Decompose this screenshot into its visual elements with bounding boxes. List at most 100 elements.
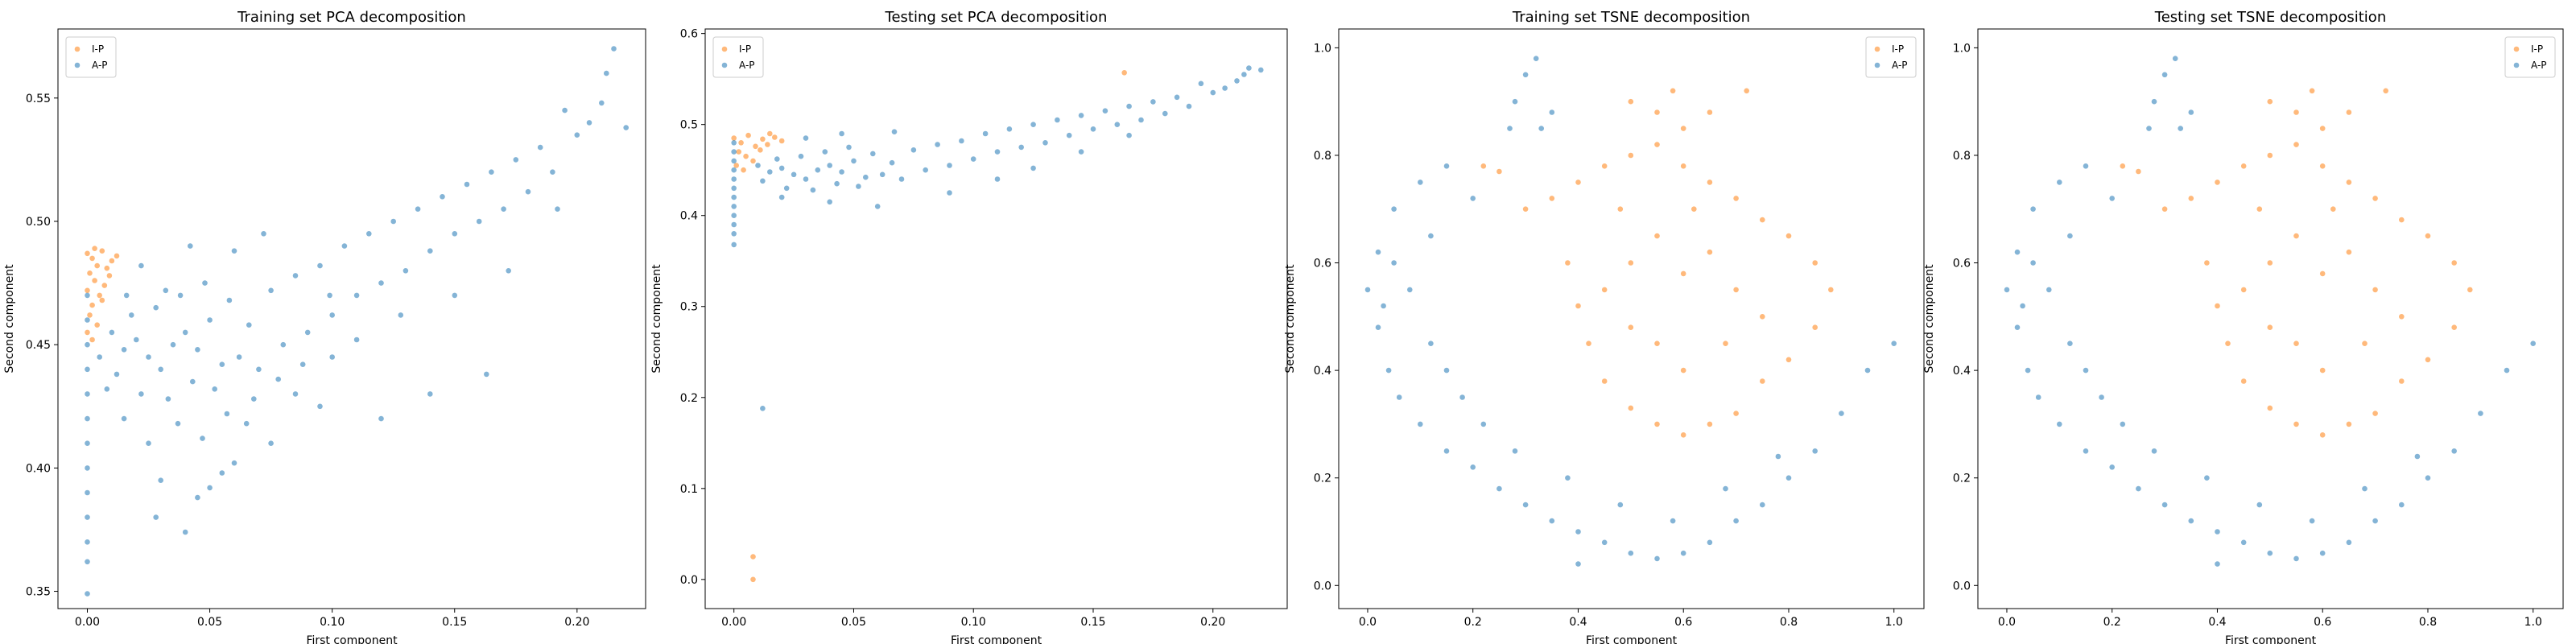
scatter-point-a-p: [1470, 464, 1476, 470]
scatter-point-i-p: [743, 153, 749, 159]
scatter-point-a-p: [2035, 394, 2041, 400]
scatter-point-a-p: [1538, 126, 1544, 131]
scatter-point-a-p: [353, 336, 360, 343]
scatter-point-a-p: [440, 194, 445, 200]
scatter-point-a-p: [1522, 502, 1529, 508]
scatter-point-a-p: [329, 312, 336, 318]
scatter-point-a-p: [1391, 206, 1397, 213]
scatter-point-i-p: [1480, 163, 1487, 169]
scatter-point-a-p: [891, 129, 898, 134]
scatter-point-a-p: [1150, 99, 1156, 105]
legend-label: I-P: [1892, 43, 1904, 55]
scatter-point-a-p: [129, 312, 134, 318]
plot-title: Testing set TSNE decomposition: [2154, 9, 2386, 26]
scatter-point-i-p: [85, 287, 90, 294]
x-tick-label: 0.6: [2314, 616, 2331, 629]
scatter-point-i-p: [2204, 260, 2210, 266]
scatter-point-a-p: [810, 187, 816, 193]
scatter-point-i-p: [750, 158, 756, 164]
y-tick-label: 0.55: [26, 93, 51, 105]
scatter-point-a-p: [243, 420, 250, 427]
scatter-point-i-p: [1680, 270, 1686, 277]
scatter-point-i-p: [89, 255, 95, 262]
scatter-point-a-p: [329, 354, 336, 360]
scatter-point-a-p: [1839, 411, 1844, 416]
x-axis-label: First component: [1586, 634, 1678, 644]
y-tick-label: 0.50: [26, 216, 51, 229]
scatter-point-a-p: [2146, 126, 2152, 131]
scatter-point-a-p: [1891, 341, 1897, 347]
scatter-point-a-p: [402, 268, 409, 274]
scatter-point-a-p: [353, 292, 360, 299]
x-tick-label: 0.10: [961, 616, 986, 629]
scatter-point-a-p: [175, 420, 181, 427]
scatter-point-a-p: [1470, 196, 1476, 201]
y-axis-label: Second component: [3, 264, 16, 374]
y-tick-label: 1.0: [1953, 42, 1971, 55]
subplot-4: Testing set TSNE decomposition 0.0 0.2 0.4 0…: [1923, 9, 2564, 644]
subplot-1: Training set PCA decomposition 0.00 0.05 0.…: [3, 9, 646, 644]
scatter-points: [731, 65, 1264, 583]
scatter-point-i-p: [1828, 287, 1834, 293]
scatter-point-i-p: [85, 329, 90, 336]
scatter-point-a-p: [327, 292, 332, 299]
scatter-point-a-p: [134, 336, 139, 343]
scatter-point-a-p: [1533, 56, 1539, 61]
scatter-point-i-p: [89, 302, 95, 308]
legend: I-P A-P: [65, 36, 117, 78]
scatter-point-a-p: [158, 477, 163, 483]
scatter-point-a-p: [224, 411, 230, 417]
scatter-point-a-p: [97, 354, 102, 360]
scatter-point-i-p: [1601, 287, 1608, 293]
scatter-point-i-p: [1586, 341, 1591, 347]
scatter-point-a-p: [85, 514, 90, 520]
x-tick-label: 0.15: [442, 616, 467, 629]
scatter-point-i-p: [745, 132, 751, 138]
scatter-point-i-p: [2267, 152, 2273, 159]
scatter-point-a-p: [1864, 367, 1871, 374]
scatter-point-a-p: [1654, 555, 1660, 562]
scatter-point-a-p: [1428, 341, 1434, 347]
scatter-point-i-p: [765, 142, 770, 147]
scatter-point-i-p: [1733, 196, 1739, 201]
scatter-point-i-p: [2451, 324, 2457, 331]
x-tick-label: 0.4: [2208, 616, 2226, 629]
scatter-point-a-p: [1522, 72, 1529, 78]
scatter-point-a-p: [317, 403, 323, 410]
subplot-3: Training set TSNE decomposition 0.0 0.2 0.4…: [1284, 9, 1925, 644]
x-tick-label: 0.4: [1569, 616, 1587, 629]
scatter-point-a-p: [731, 242, 737, 248]
scatter-point-a-p: [299, 361, 306, 368]
scatter-point-i-p: [778, 138, 785, 144]
scatter-point-a-p: [1443, 367, 1450, 374]
scatter-point-a-p: [731, 194, 737, 200]
scatter-point-i-p: [2293, 341, 2299, 347]
scatter-point-a-p: [85, 591, 90, 597]
scatter-point-i-p: [1760, 314, 1765, 320]
y-tick-label: 0.6: [680, 28, 698, 41]
scatter-point-a-p: [731, 204, 737, 209]
legend-marker-i-p: [721, 46, 728, 52]
scatter-point-i-p: [101, 283, 108, 288]
scatter-point-a-p: [839, 130, 844, 137]
scatter-point-a-p: [1418, 421, 1423, 427]
scatter-point-a-p: [1601, 539, 1608, 546]
scatter-point-a-p: [138, 262, 144, 269]
x-tick-label: 1.0: [1885, 616, 1903, 629]
scatter-point-a-p: [898, 176, 905, 182]
scatter-point-i-p: [2267, 260, 2273, 266]
legend-marker-i-p: [74, 46, 80, 52]
scatter-point-i-p: [2240, 163, 2247, 169]
scatter-point-i-p: [2120, 163, 2126, 169]
scatter-point-a-p: [2172, 56, 2178, 61]
legend: I-P A-P: [712, 36, 764, 78]
scatter-point-i-p: [2372, 411, 2378, 416]
scatter-point-a-p: [476, 218, 482, 225]
scatter-point-a-p: [604, 70, 609, 76]
scatter-point-a-p: [2399, 502, 2405, 508]
scatter-point-a-p: [1443, 448, 1450, 454]
scatter-point-i-p: [2346, 249, 2352, 255]
scatter-point-a-p: [1375, 324, 1381, 331]
scatter-point-a-p: [1775, 453, 1781, 460]
scatter-point-a-p: [452, 292, 458, 299]
